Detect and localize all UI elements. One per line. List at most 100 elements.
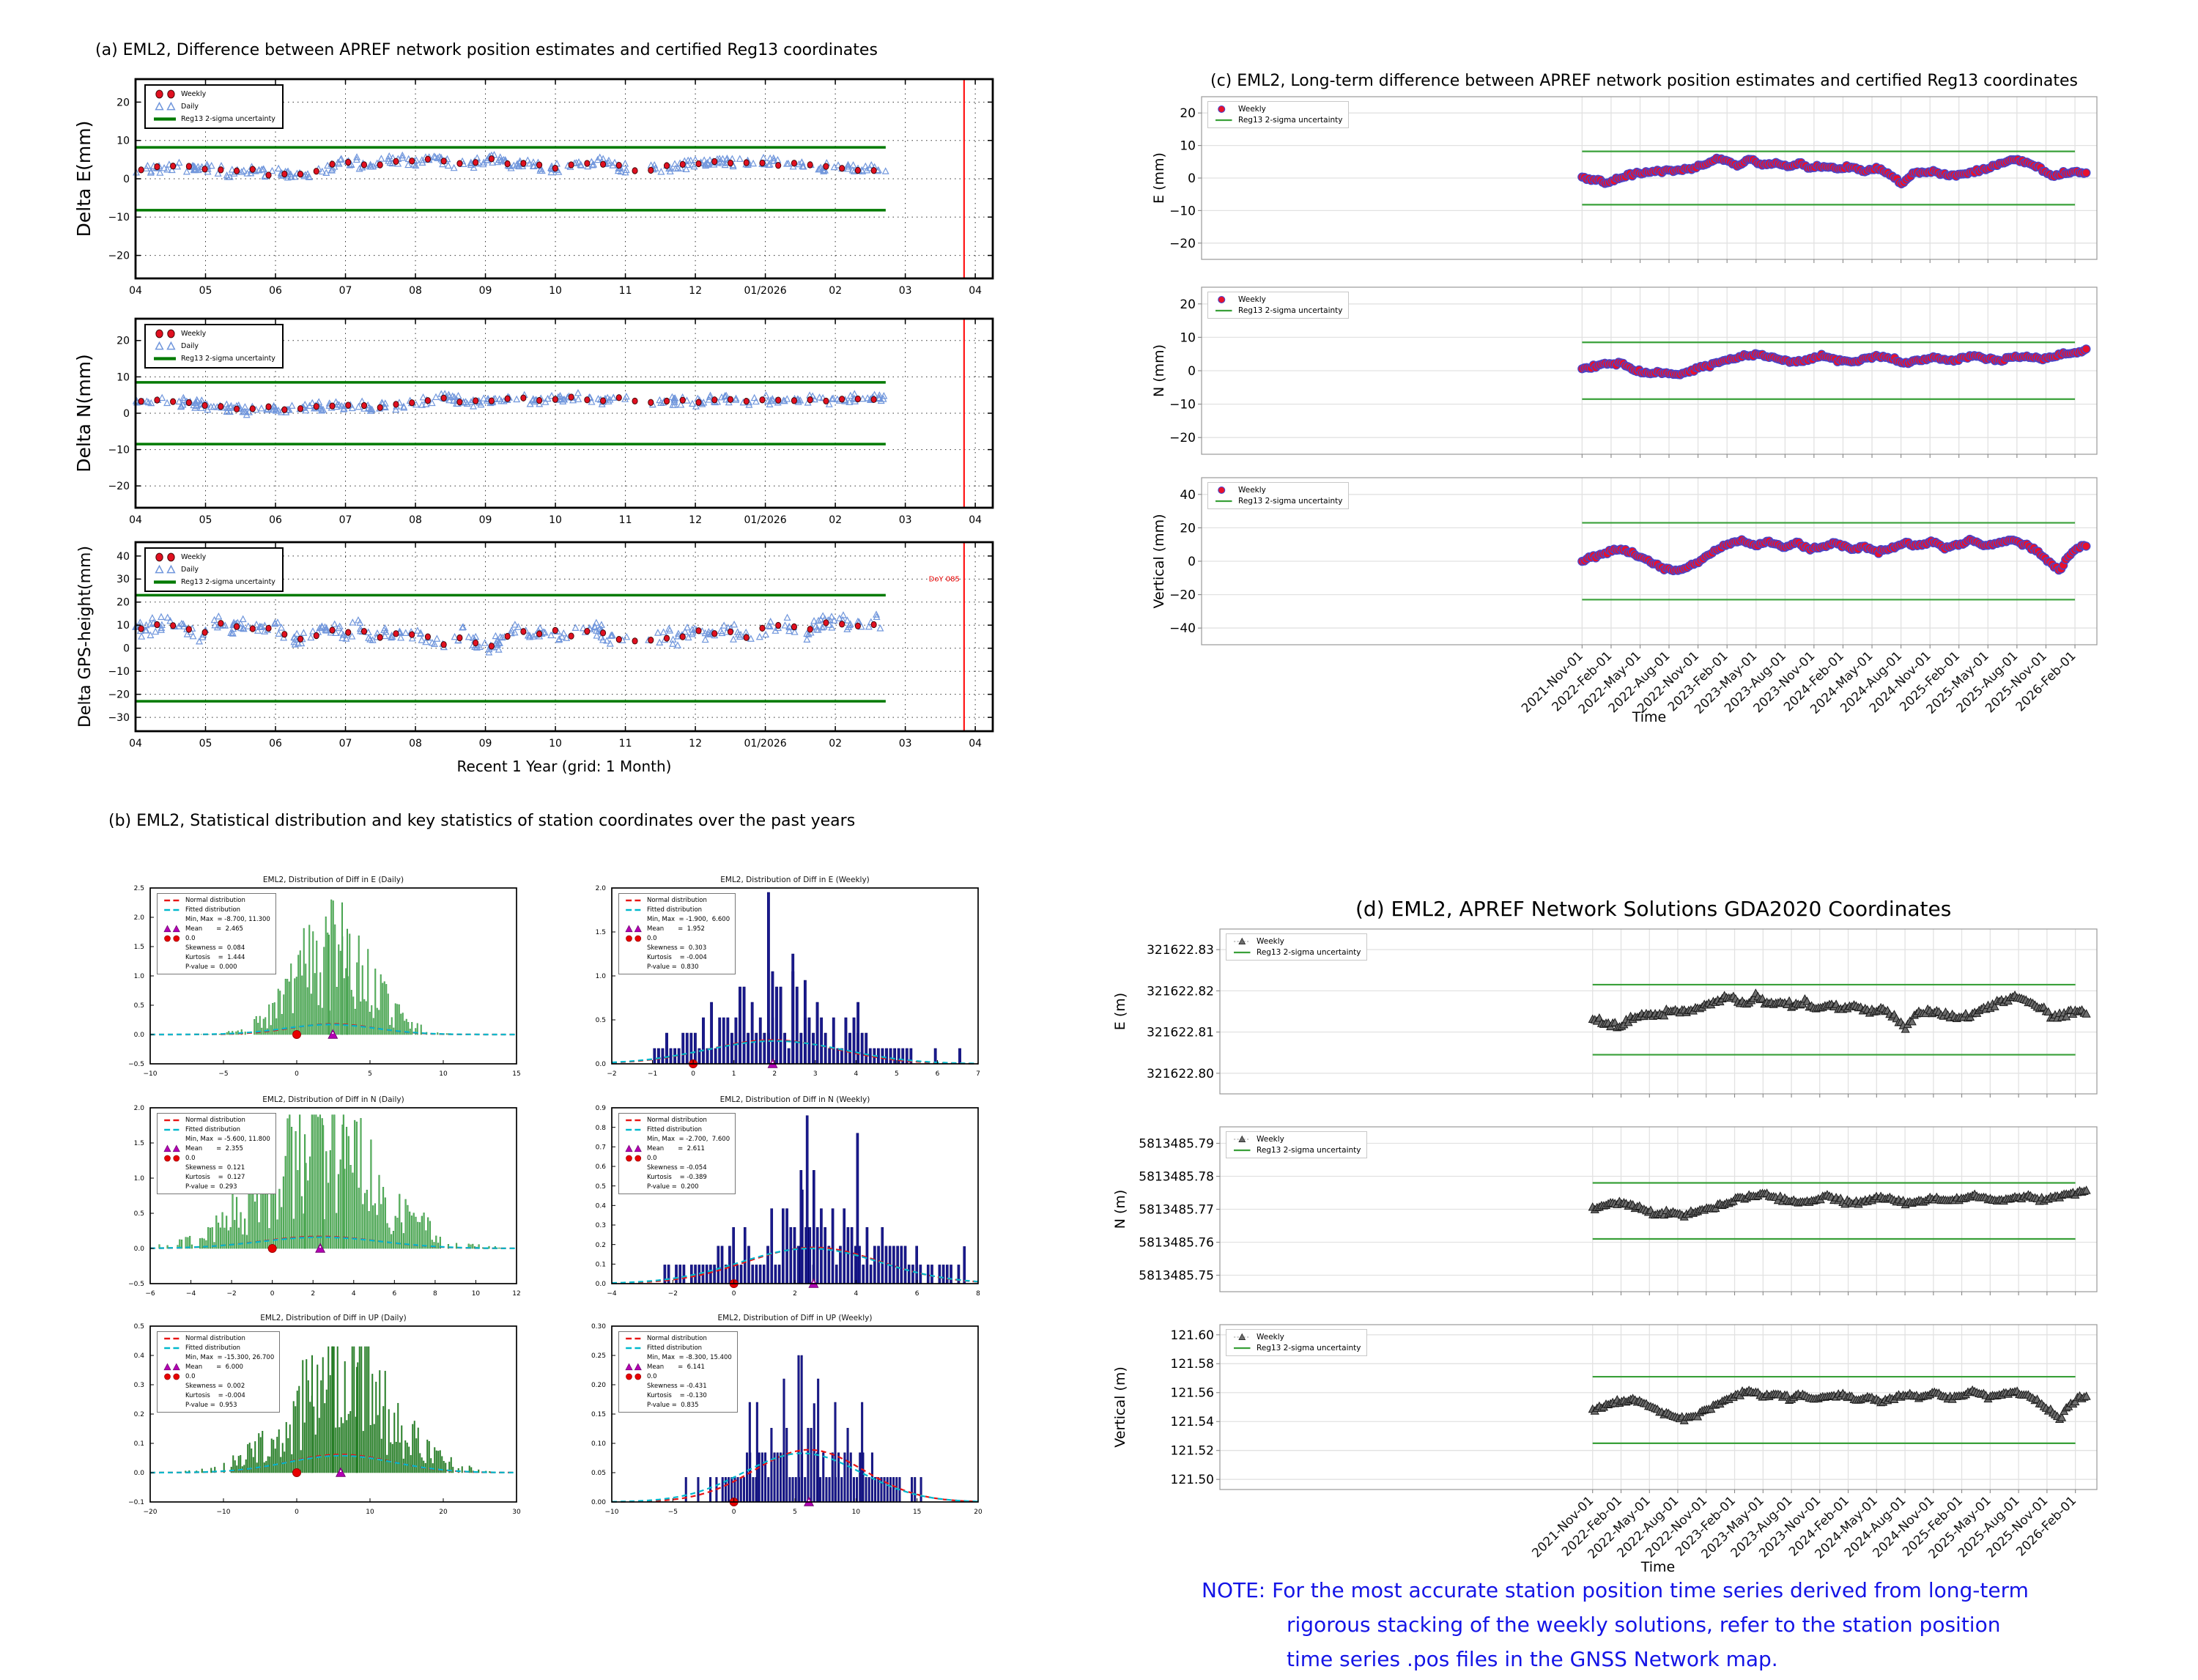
legend-label: Weekly: [1257, 1135, 1284, 1144]
svg-text:10: 10: [852, 1509, 861, 1516]
svg-text:01/2026: 01/2026: [744, 285, 787, 297]
legend-label: Fitted distribution: [185, 1125, 241, 1133]
svg-text:0.4: 0.4: [596, 1202, 607, 1210]
svg-text:20: 20: [116, 597, 130, 609]
chart-a-delta-e-ylabel: Delta E(mm): [73, 121, 95, 237]
svg-text:08: 08: [409, 285, 422, 297]
svg-text:−20: −20: [1169, 588, 1196, 603]
legend-spacer: [624, 953, 643, 962]
rdot2-icon: [155, 329, 175, 338]
legend-label: Weekly: [1257, 1333, 1284, 1342]
svg-text:−1: −1: [648, 1070, 657, 1078]
chart-b-n-weekly-subtitle: EML2, Distribution of Diff in N (Weekly): [720, 1095, 870, 1104]
legend-label: P-value = 0.000: [185, 963, 237, 971]
svg-text:1.0: 1.0: [134, 1175, 145, 1183]
chart-b-e-weekly-legend: Normal distribution Fitted distribution Mi…: [618, 893, 736, 974]
svg-text:121.52: 121.52: [1171, 1444, 1214, 1459]
legend-spacer: [624, 1135, 643, 1144]
svg-text:20: 20: [974, 1509, 983, 1516]
svg-text:12: 12: [512, 1290, 520, 1298]
svg-text:4: 4: [854, 1070, 858, 1078]
chart-c-n-legend: Weekly Reg13 2-sigma uncertainty: [1207, 292, 1350, 319]
panel-c-xlabel: Time: [1632, 709, 1667, 725]
svg-text:−10: −10: [1169, 204, 1196, 218]
legend-label: Normal distribution: [185, 896, 245, 904]
note-line-1: NOTE: For the most accurate station posi…: [1202, 1578, 2029, 1602]
svg-text:7: 7: [976, 1070, 980, 1078]
legend-spacer: [624, 1353, 643, 1362]
svg-text:−0.5: −0.5: [128, 1061, 144, 1068]
svg-text:0.20: 0.20: [591, 1382, 606, 1389]
rdot2-icon: [155, 552, 175, 562]
svg-text:2.0: 2.0: [134, 914, 145, 922]
svg-text:1.5: 1.5: [596, 929, 606, 936]
panel-d-title: (d) EML2, APREF Network Solutions GDA202…: [1355, 897, 1952, 921]
chart-d-n-ylabel: N (m): [1112, 1190, 1128, 1229]
svg-text:321622.82: 321622.82: [1147, 984, 1214, 999]
svg-text:12: 12: [689, 514, 702, 526]
svg-text:0.0: 0.0: [134, 1470, 145, 1477]
cdot1-icon: [1218, 296, 1226, 304]
legend-label: Kurtosis = -0.004: [647, 953, 707, 961]
legend-item: Kurtosis = -0.130: [624, 1391, 732, 1400]
legend-item: Min, Max = -15.300, 26.700: [163, 1353, 274, 1362]
svg-text:−10: −10: [605, 1509, 619, 1516]
svg-text:0.10: 0.10: [591, 1440, 606, 1448]
rdot2b-icon: [164, 1373, 180, 1380]
svg-text:1.5: 1.5: [134, 1140, 144, 1147]
gline2-icon: [1215, 500, 1232, 503]
svg-text:11: 11: [619, 738, 632, 750]
svg-text:0: 0: [732, 1290, 736, 1298]
chart-d-n-legend: Weekly Reg13 2-sigma uncertainty: [1226, 1131, 1368, 1159]
legend-item: Weekly: [152, 552, 275, 563]
svg-text:121.54: 121.54: [1171, 1415, 1214, 1429]
svg-text:6: 6: [915, 1290, 919, 1298]
chart-a-delta-height: DoY 085 04 05 06 07 08 09 10 11 12 01/2026 02 03 04 −3…: [76, 541, 994, 750]
svg-text:−20: −20: [1169, 237, 1196, 251]
chart-c-e: −20 −10 0 10 20 E (mm): [1151, 96, 2098, 263]
legend-spacer: [163, 1163, 182, 1172]
svg-text:0: 0: [295, 1509, 299, 1516]
svg-text:−20: −20: [108, 251, 130, 262]
svg-text:−2: −2: [668, 1290, 678, 1298]
svg-text:2: 2: [793, 1290, 797, 1298]
svg-text:08: 08: [409, 738, 422, 750]
svg-text:−4: −4: [186, 1290, 196, 1298]
svg-text:0.5: 0.5: [134, 1323, 144, 1331]
svg-text:0.00: 0.00: [591, 1499, 606, 1506]
svg-text:03: 03: [899, 738, 912, 750]
legend-item: Skewness = 0.121: [163, 1163, 270, 1172]
legend-label: Reg13 2-sigma uncertainty: [1257, 947, 1361, 957]
rdash-icon: [164, 1337, 180, 1340]
svg-text:40: 40: [1180, 488, 1196, 503]
legend-item: P-value = 0.830: [624, 963, 730, 972]
legend-label: Min, Max = -8.300, 15.400: [647, 1353, 732, 1361]
svg-text:15: 15: [913, 1509, 921, 1516]
gline-icon: [154, 580, 176, 584]
btri2-icon: [155, 341, 176, 350]
svg-text:10: 10: [366, 1509, 374, 1516]
svg-text:10: 10: [116, 371, 130, 383]
cdash-icon: [164, 909, 180, 911]
svg-text:10: 10: [116, 620, 130, 632]
chart-c-n: −20 −10 0 10 20 N (mm): [1151, 286, 2098, 458]
svg-text:09: 09: [479, 738, 492, 750]
svg-text:121.60: 121.60: [1171, 1328, 1214, 1343]
svg-text:−0.5: −0.5: [128, 1281, 144, 1288]
legend-label: Reg13 2-sigma uncertainty: [1238, 306, 1343, 315]
chart-d-vertical-legend: Weekly Reg13 2-sigma uncertainty: [1226, 1329, 1368, 1357]
legend-label: Skewness = 0.121: [185, 1163, 245, 1172]
legend-spacer: [624, 915, 643, 924]
legend-item: Skewness = 0.002: [163, 1382, 274, 1391]
svg-text:12: 12: [689, 738, 702, 750]
svg-text:06: 06: [269, 514, 282, 526]
svg-text:1.5: 1.5: [134, 944, 144, 951]
legend-item: Fitted distribution: [624, 906, 730, 914]
svg-text:5813485.77: 5813485.77: [1139, 1202, 1214, 1217]
svg-text:1: 1: [732, 1070, 736, 1078]
chart-b-n-daily-subtitle: EML2, Distribution of Diff in N (Daily): [262, 1095, 404, 1104]
legend-label: Min, Max = -8.700, 11.300: [185, 915, 270, 923]
legend-label: Daily: [181, 341, 199, 350]
svg-text:0: 0: [270, 1290, 275, 1298]
svg-text:03: 03: [899, 285, 912, 297]
